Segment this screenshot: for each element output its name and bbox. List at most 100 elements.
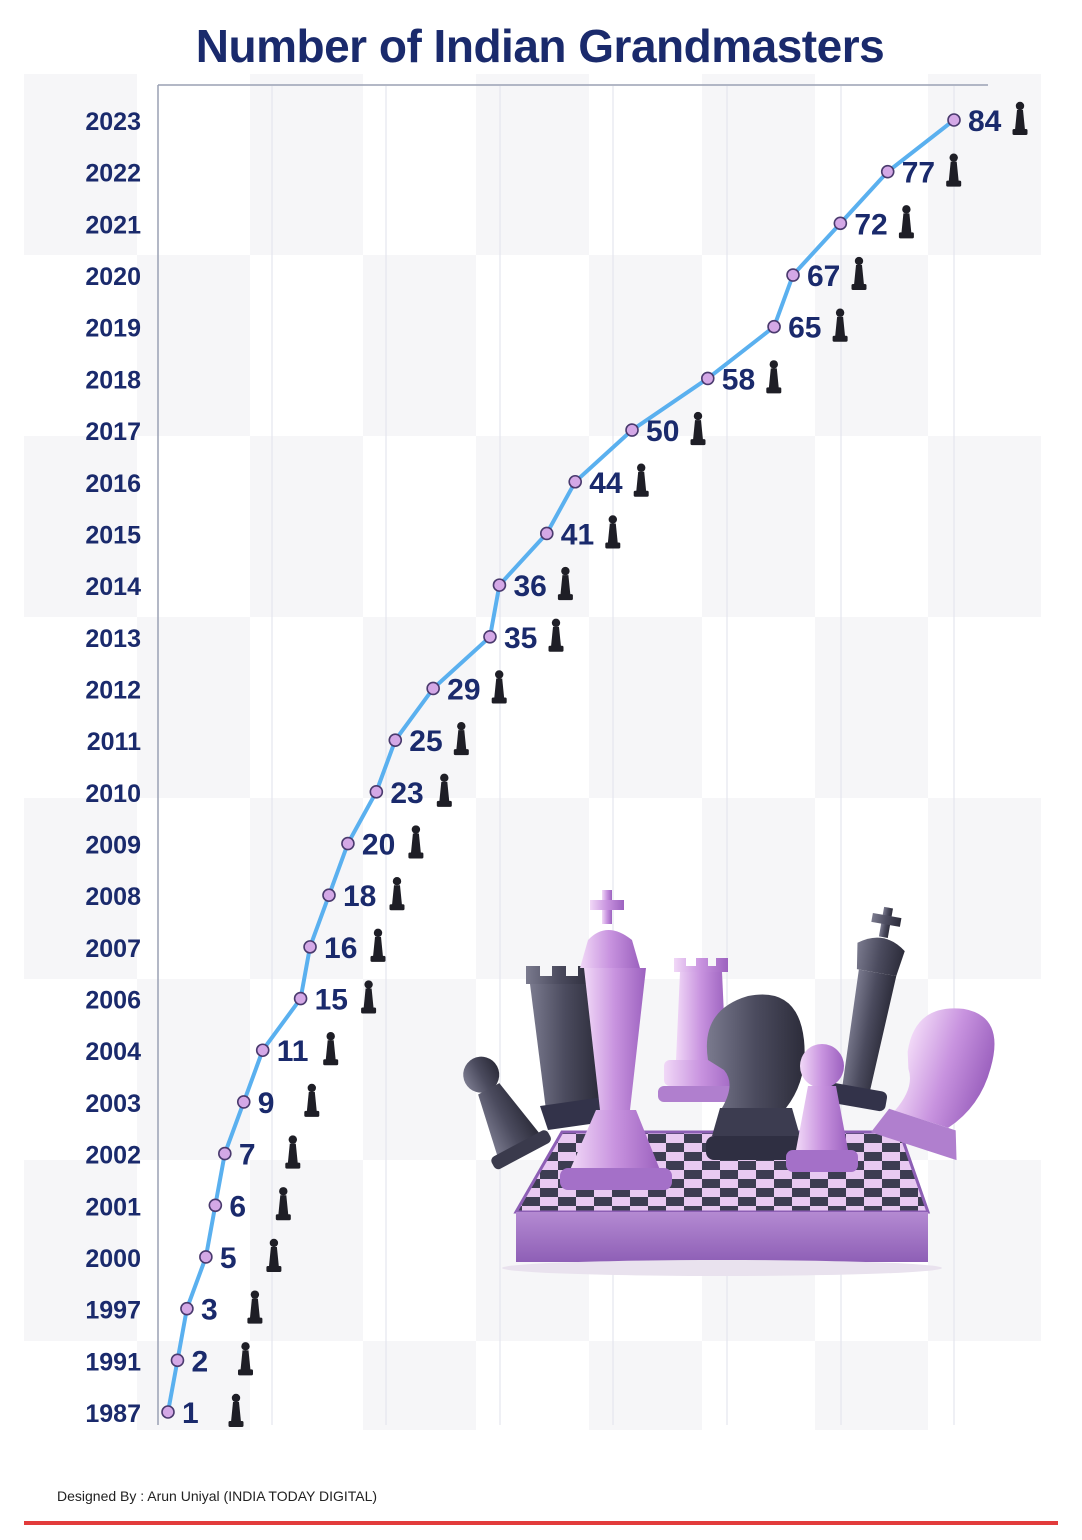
year-label: 2004: [85, 1038, 141, 1066]
year-label: 2016: [85, 470, 141, 498]
year-label: 2015: [85, 521, 141, 549]
chess-pawn-icon: [548, 618, 564, 652]
year-label: 2014: [85, 573, 141, 601]
year-label: 2022: [85, 160, 141, 188]
data-point: [170, 1353, 185, 1368]
value-label: 6: [229, 1190, 246, 1223]
value-label: 77: [902, 157, 935, 190]
data-point: [833, 216, 848, 231]
value-label: 29: [447, 673, 480, 706]
value-label: 23: [390, 777, 423, 810]
data-point: [218, 1146, 232, 1161]
value-label: 16: [324, 932, 357, 965]
checker-cell: [589, 617, 702, 798]
data-point: [199, 1250, 213, 1264]
year-label: 2009: [85, 832, 141, 860]
data-point: [255, 1043, 270, 1058]
chess-pawn-icon: [361, 980, 377, 1014]
year-label: 2010: [85, 780, 141, 808]
checker-cell: [137, 617, 250, 798]
checker-cell: [589, 255, 702, 436]
year-label: 2019: [85, 315, 141, 343]
year-label: 2021: [85, 211, 141, 239]
year-label: 2012: [85, 676, 141, 704]
year-label: 2000: [85, 1245, 141, 1273]
chess-pawn-icon: [1012, 101, 1028, 135]
value-label: 5: [220, 1242, 237, 1275]
data-point: [947, 113, 961, 127]
checker-cell: [137, 1341, 250, 1430]
credit-text: Designed By : Arun Uniyal (INDIA TODAY D…: [57, 1488, 377, 1504]
chess-pawn-icon: [766, 360, 782, 394]
chess-pawn-icon: [304, 1083, 320, 1117]
data-point: [492, 578, 507, 592]
checker-cell: [815, 255, 928, 436]
checker-cell: [702, 798, 815, 979]
checker-cell: [476, 74, 589, 255]
checker-background: [24, 74, 1041, 1430]
chess-pawn-icon: [285, 1135, 301, 1169]
value-label: 58: [722, 363, 755, 396]
value-label: 72: [854, 208, 887, 241]
year-label: 1997: [85, 1297, 141, 1325]
data-point: [161, 1405, 175, 1419]
value-label: 35: [504, 622, 537, 655]
year-label: 2018: [85, 366, 141, 394]
checker-cell: [702, 74, 815, 255]
data-point: [625, 423, 639, 437]
year-label: 2013: [85, 625, 141, 653]
chess-pawn-icon: [408, 825, 424, 859]
chess-pawn-icon: [238, 1342, 253, 1376]
year-label: 2017: [85, 418, 141, 446]
value-label: 25: [409, 725, 442, 758]
checker-cell: [589, 1341, 702, 1430]
year-label: 2023: [85, 108, 141, 136]
checker-cell: [24, 798, 137, 979]
data-point: [426, 681, 440, 696]
data-point: [236, 1095, 251, 1109]
data-point: [303, 940, 317, 954]
checker-cell: [363, 1341, 476, 1430]
checker-cell: [702, 436, 815, 617]
chess-pawn-icon: [690, 411, 706, 446]
value-label: 50: [646, 415, 679, 448]
chart-title: Number of Indian Grandmasters: [196, 20, 884, 72]
value-label: 18: [343, 880, 376, 913]
chess-pawn-icon: [228, 1393, 244, 1427]
checker-cell: [24, 1160, 137, 1341]
data-marks: 1987 1 1991 2 1997 3 2000 5 2001 6 2002 7 2003 9 2004 1…: [85, 101, 1028, 1430]
year-label: 1991: [85, 1348, 141, 1376]
year-label: 2001: [85, 1193, 141, 1221]
year-label: 2006: [85, 987, 141, 1015]
value-label: 20: [362, 829, 395, 862]
checker-cell: [250, 1160, 363, 1341]
value-label: 3: [201, 1294, 218, 1327]
value-label: 9: [258, 1087, 275, 1120]
chess-pawn-icon: [946, 153, 962, 187]
value-label: 1: [182, 1397, 199, 1430]
value-label: 2: [191, 1345, 208, 1378]
chess-pawn-icon: [453, 721, 469, 756]
data-point: [539, 526, 554, 541]
year-label: 2007: [85, 935, 141, 963]
year-label: 2003: [85, 1090, 141, 1118]
chess-pawn-icon: [633, 463, 649, 497]
chess-pawn-icon: [323, 1032, 339, 1066]
value-label: 84: [968, 105, 1002, 138]
value-label: 44: [589, 467, 623, 500]
checker-cell: [250, 74, 363, 255]
chess-pawn-icon: [851, 256, 867, 291]
data-point: [483, 629, 497, 644]
chess-pawn-icon: [275, 1187, 291, 1221]
data-point: [180, 1301, 194, 1316]
checker-cell: [815, 617, 928, 798]
chess-pieces-on-board-illustration: [463, 890, 995, 1276]
value-label: 36: [513, 570, 546, 603]
checker-cell: [24, 74, 137, 255]
year-label: 2011: [87, 728, 141, 756]
chess-pawn-icon: [605, 515, 621, 549]
value-label: 15: [315, 984, 348, 1017]
data-point: [767, 319, 781, 334]
